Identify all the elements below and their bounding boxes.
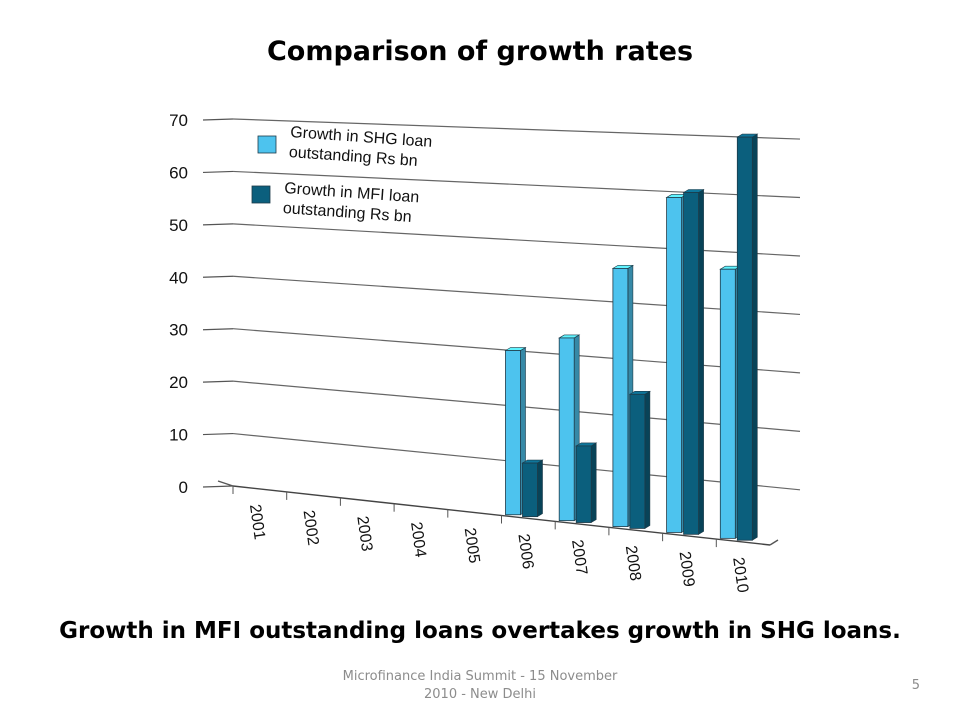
legend-swatch: [257, 135, 277, 154]
legend-label: Growth in MFI loanoutstanding Rs bn: [282, 180, 419, 226]
y-tick-label: 0: [179, 478, 188, 497]
chart-bars: [504, 133, 759, 541]
y-tick-label: 60: [169, 163, 188, 182]
x-tick-label: 2007: [568, 539, 590, 577]
legend-item: Growth in SHG loanoutstanding Rs bn: [257, 124, 433, 171]
x-tick-label: 2008: [622, 544, 644, 582]
gridline: [232, 118, 801, 140]
x-tick-label: 2001: [246, 503, 268, 541]
slide-caption: Growth in MFI outstanding loans overtake…: [59, 618, 901, 644]
x-tick-label: 2005: [461, 527, 483, 565]
legend-label: Growth in SHG loanoutstanding Rs bn: [288, 124, 433, 171]
x-tick-label: 2003: [353, 515, 375, 553]
y-tick-label: 70: [169, 111, 188, 130]
slide-footer: Microfinance India Summit - 15 November …: [342, 669, 618, 702]
chart-bar: [575, 442, 598, 524]
y-tick-mark: [202, 223, 234, 226]
y-tick-mark: [202, 170, 234, 174]
legend-item: Growth in MFI loanoutstanding Rs bn: [251, 180, 420, 226]
y-tick-label: 20: [169, 373, 188, 392]
gridline: [232, 170, 801, 199]
y-tick-label: 50: [169, 216, 188, 235]
x-tick-label: 2009: [675, 550, 697, 588]
y-tick-mark: [202, 275, 234, 278]
y-tick-label: 40: [169, 268, 188, 287]
chart-legend: Growth in SHG loanoutstanding Rs bn Growt…: [251, 124, 433, 226]
legend-swatch: [251, 185, 271, 204]
y-tick-mark: [202, 328, 234, 331]
x-tick-label: 2004: [407, 521, 429, 559]
x-axis-end: [769, 539, 779, 546]
y-tick-mark: [202, 485, 234, 488]
x-tick-label: 2006: [514, 533, 536, 571]
y-tick-label: 30: [169, 321, 188, 340]
y-tick-mark: [202, 380, 234, 383]
x-axis-ticks: 2001 2002 2003 2004 2005 2006 2007 2008 2009 2010: [232, 486, 751, 594]
gridline: [232, 275, 801, 316]
chart-bar: [628, 390, 651, 529]
x-axis-edge: [217, 480, 234, 487]
x-tick-label: 2002: [300, 509, 322, 547]
y-tick-mark: [202, 118, 234, 121]
y-axis-ticks: 0 10 20 30 40 50 60 70: [169, 111, 188, 497]
page-number: 5: [911, 678, 920, 693]
chart-bar: [736, 133, 759, 541]
slide-title: Comparison of growth rates: [266, 36, 694, 67]
gridline: [232, 223, 801, 257]
x-tick-label: 2010: [729, 556, 751, 594]
y-tick-mark: [202, 432, 234, 436]
chart-bar: [521, 459, 544, 518]
y-tick-label: 10: [169, 426, 188, 445]
chart-bar: [682, 188, 705, 535]
